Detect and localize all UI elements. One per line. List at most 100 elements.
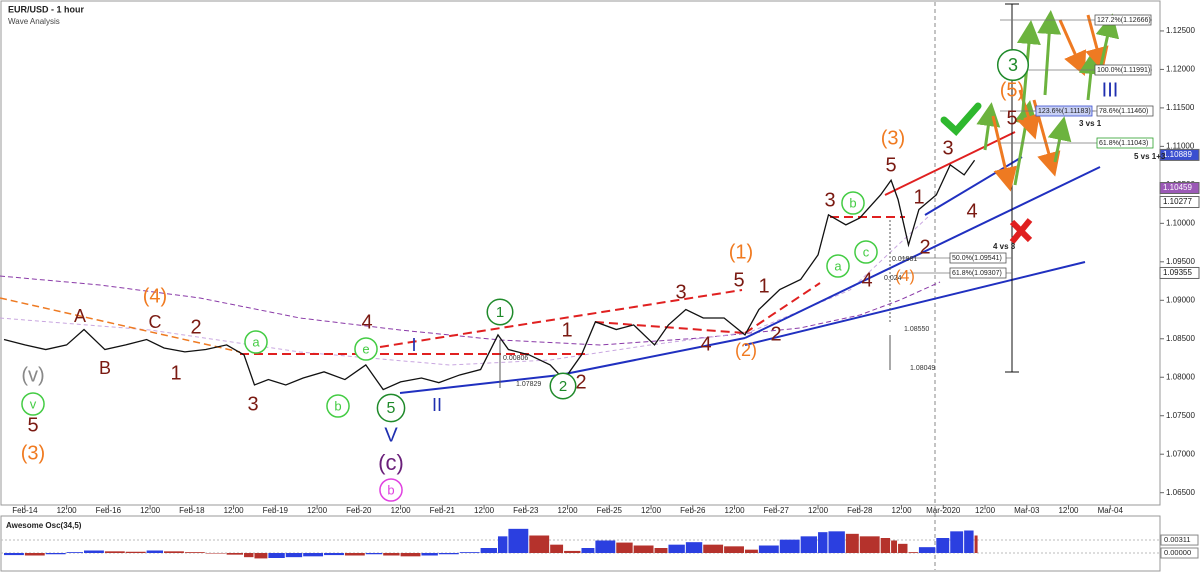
x-tick-label: 12:00	[391, 506, 412, 515]
osc-bar	[365, 553, 383, 555]
x-tick-label: Feb-26	[680, 506, 706, 515]
osc-bar	[616, 542, 633, 553]
x-tick-label: Feb-25	[597, 506, 623, 515]
wave-circle	[826, 254, 850, 278]
osc-bar	[480, 548, 497, 553]
wave-label: a	[252, 334, 260, 349]
osc-bar	[497, 536, 508, 553]
check-mark	[940, 102, 982, 136]
wave-label: 1	[913, 186, 924, 208]
osc-bar	[184, 552, 205, 553]
chart-subtitle: Wave Analysis	[8, 17, 60, 26]
osc-bar	[125, 551, 146, 553]
wave-circle	[841, 191, 865, 215]
osc-bar	[254, 553, 268, 559]
osc-title: Awesome Osc(34,5)	[6, 521, 82, 530]
wave-circle	[379, 478, 403, 502]
annotation-label: 1.07829	[516, 381, 541, 388]
wave-label: 1	[496, 304, 504, 321]
wave-circle	[244, 330, 268, 354]
wave-label: b	[849, 195, 856, 210]
wave-label: 2	[559, 378, 567, 395]
osc-bar	[654, 548, 668, 553]
x-tick-label: Feb-27	[764, 506, 790, 515]
osc-bar	[758, 545, 779, 553]
osc-bar	[703, 544, 724, 553]
x-tick-label: Feb-21	[430, 506, 456, 515]
osc-bar	[685, 542, 703, 553]
y-tick-label: 1.12500	[1166, 26, 1195, 35]
x-tick-label: Feb-18	[179, 506, 205, 515]
wave-label: 2	[919, 236, 930, 258]
x-tick-label: Feb-19	[263, 506, 289, 515]
osc-bar	[891, 540, 898, 553]
fib-box	[949, 267, 1007, 279]
wave-label: v	[30, 396, 37, 411]
osc-bar	[744, 549, 758, 553]
osc-tick-label: 0.00311	[1164, 535, 1191, 544]
trendline	[744, 261, 1086, 346]
osc-bar	[164, 551, 184, 553]
y-tick-label: 1.10000	[1166, 218, 1195, 227]
osc-bar	[668, 544, 685, 553]
forecast-arrow	[991, 115, 1017, 192]
wave-label: A	[74, 306, 86, 326]
osc-bar	[936, 538, 950, 553]
y-tick-label: 1.12000	[1166, 65, 1195, 74]
wave-circle	[21, 392, 45, 416]
wave-label: e	[362, 341, 369, 356]
forecast-arrow	[1085, 14, 1109, 72]
osc-bar	[104, 551, 125, 553]
osc-bar	[421, 553, 438, 556]
wave-label: (4)	[895, 268, 915, 285]
wave-label: 4	[700, 333, 711, 355]
main-panel	[0, 0, 1161, 506]
fib-label: 127.2%(1.12666)	[1097, 17, 1151, 24]
wave-label: 4	[966, 200, 977, 222]
annotation-label: 0.00806	[503, 355, 528, 362]
wave-label: (c)	[378, 450, 404, 475]
x-tick-label: 12:00	[140, 506, 161, 515]
wave-label: a	[834, 258, 842, 273]
wave-label: 2	[190, 316, 201, 338]
wave-label: 5	[27, 414, 38, 436]
wave-label: (3)	[21, 442, 45, 464]
wave-label: 5	[885, 154, 896, 176]
osc-bar	[244, 553, 254, 558]
forecast-arrow	[1016, 20, 1041, 121]
wave-circle	[549, 372, 577, 400]
wave-label: 4	[361, 311, 372, 333]
y-tick-label: 1.07000	[1166, 449, 1195, 458]
osc-bar	[400, 553, 421, 557]
wave-label: B	[99, 358, 111, 378]
fib-box	[1094, 64, 1152, 76]
wave-circle	[326, 394, 350, 418]
x-tick-label: 12:00	[975, 506, 996, 515]
wave-label: (1)	[729, 241, 753, 263]
fib-label: 100.0%(1.11991)	[1097, 67, 1150, 74]
osc-bar	[205, 553, 226, 554]
osc-bar	[508, 528, 529, 553]
osc-panel	[0, 515, 1161, 572]
trendline	[0, 297, 241, 353]
x-tick-label: Mar-04	[1098, 506, 1124, 515]
price-tag	[1159, 266, 1200, 279]
fib-label: 50.0%(1.09541)	[952, 255, 1002, 262]
y-tick-label: 1.11000	[1166, 141, 1195, 150]
annotation-label: 1.08049	[910, 365, 935, 372]
trendline	[594, 321, 746, 334]
price-tag	[1159, 148, 1200, 161]
osc-bar	[918, 547, 936, 553]
osc-bar	[845, 533, 859, 553]
x-tick-label: 12:00	[641, 506, 662, 515]
fib-box	[1096, 105, 1154, 117]
osc-bar	[633, 545, 654, 553]
osc-bar	[950, 531, 964, 553]
osc-bar	[285, 553, 303, 558]
forecast-arrow	[1037, 10, 1062, 96]
wave-label: (5)	[1000, 79, 1024, 101]
osc-tick-box	[1160, 534, 1199, 546]
x-tick-label: Mar-2020	[926, 506, 961, 515]
